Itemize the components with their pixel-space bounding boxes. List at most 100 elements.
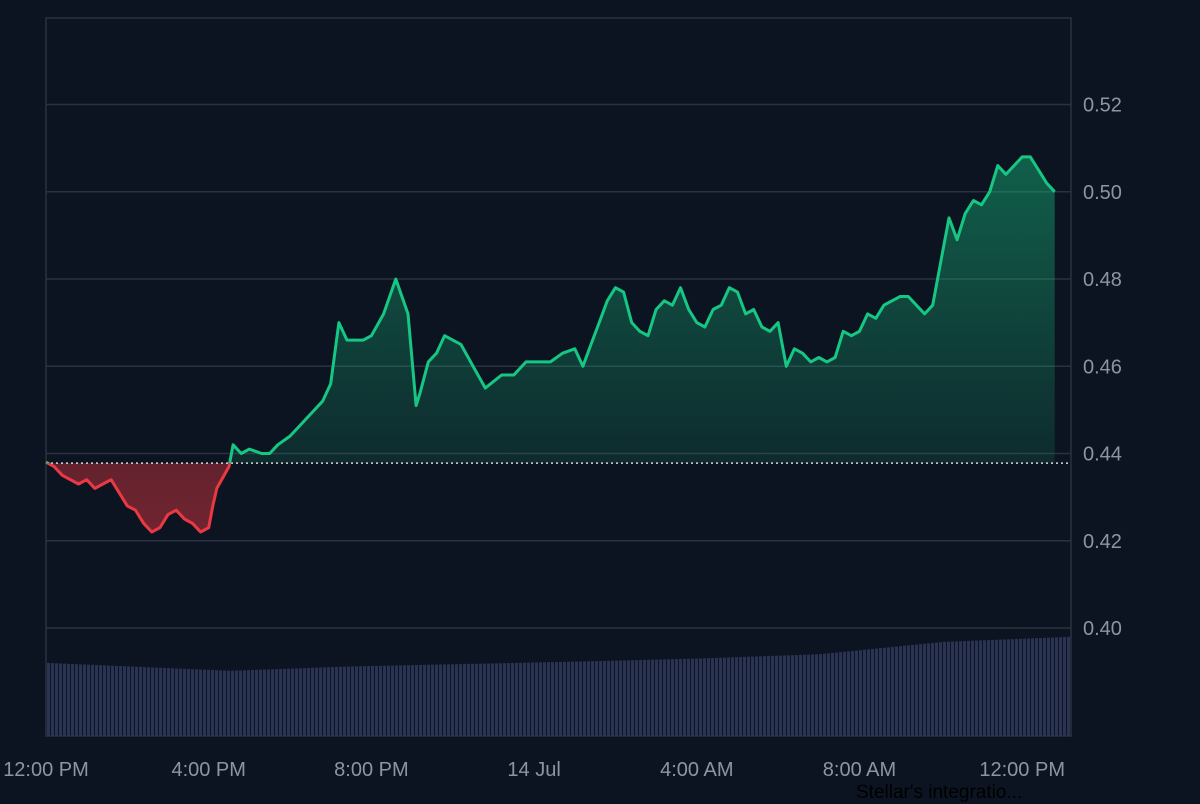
y-tick-label: 0.50 <box>1083 182 1122 204</box>
volume-bar <box>451 664 454 736</box>
volume-bar <box>1011 639 1014 736</box>
volume-bar <box>455 664 458 736</box>
volume-bar <box>927 643 930 736</box>
volume-bar <box>599 660 602 736</box>
volume-bar <box>647 659 650 736</box>
volume-bar <box>807 654 810 736</box>
volume-bar <box>667 659 670 736</box>
volume-bar <box>379 665 382 736</box>
volume-bar <box>819 654 822 736</box>
volume-bar <box>467 663 470 736</box>
volume-bar <box>255 669 258 736</box>
volume-bar <box>823 653 826 736</box>
volume-bar <box>891 646 894 736</box>
volume-bar <box>763 656 766 736</box>
volume-bar <box>375 665 378 736</box>
volume-bar <box>463 663 466 736</box>
volume-bar <box>747 656 750 736</box>
volume-bar <box>443 664 446 736</box>
volume-bar <box>1039 638 1042 736</box>
volume-bar <box>995 639 998 736</box>
volume-bar <box>79 664 82 736</box>
volume-bar <box>635 660 638 736</box>
volume-bar <box>787 655 790 736</box>
volume-bar <box>199 669 202 736</box>
volume-bar <box>1063 637 1066 736</box>
volume-bar <box>955 641 958 736</box>
volume-bar <box>675 659 678 736</box>
volume-bar <box>251 669 254 736</box>
volume-bar <box>627 660 630 736</box>
volume-bar <box>187 668 190 736</box>
volume-bar <box>207 669 210 736</box>
volume-bar <box>239 670 242 736</box>
volume-bar <box>843 651 846 736</box>
volume-bar <box>119 666 122 736</box>
volume-bar <box>59 663 62 736</box>
volume-bar <box>883 647 886 736</box>
volume-bar <box>615 660 618 736</box>
volume-bar <box>191 669 194 736</box>
volume-bar <box>1067 636 1070 736</box>
volume-bar <box>1031 638 1034 736</box>
volume-bar <box>859 650 862 736</box>
y-tick-label: 0.44 <box>1083 444 1122 466</box>
volume-bar <box>671 659 674 736</box>
volume-bar <box>563 661 566 736</box>
volume-bar <box>759 656 762 736</box>
volume-bar <box>423 664 426 736</box>
volume-bar <box>651 659 654 736</box>
volume-bar <box>607 660 610 736</box>
volume-bar <box>367 666 370 736</box>
volume-bar <box>703 658 706 736</box>
volume-bar <box>479 663 482 736</box>
volume-bar <box>391 665 394 736</box>
volume-bar <box>459 664 462 736</box>
volume-bar <box>135 666 138 736</box>
x-axis-labels: 12:00 PM 4:00 PM 8:00 PM 14 Jul 4:00 AM 8:00 … <box>3 759 1065 781</box>
volume-bar <box>263 669 266 736</box>
volume-bar <box>103 665 106 736</box>
volume-bar <box>227 670 230 736</box>
volume-bar <box>535 662 538 736</box>
y-tick-label: 0.48 <box>1083 269 1122 291</box>
volume-bar <box>835 652 838 736</box>
volume-bar <box>503 663 506 736</box>
volume-bar <box>831 652 834 736</box>
volume-bar <box>723 657 726 736</box>
price-line-down <box>45 463 232 534</box>
volume-bar <box>711 658 714 736</box>
volume-bar <box>275 669 278 736</box>
volume-bar <box>547 662 550 736</box>
volume-bar <box>839 652 842 736</box>
volume-bar <box>383 665 386 736</box>
volume-bar <box>1023 638 1026 736</box>
volume-bar <box>307 667 310 736</box>
volume-bar <box>303 668 306 736</box>
volume-bar <box>115 665 118 736</box>
volume-bar <box>699 658 702 736</box>
volume-bar <box>575 661 578 736</box>
volume-bar <box>235 670 238 736</box>
volume-bar <box>319 667 322 736</box>
volume-bar <box>399 665 402 736</box>
volume-bar <box>799 654 802 736</box>
volume-bar <box>267 669 270 736</box>
volume-bar <box>295 668 298 736</box>
volume-bar <box>611 660 614 736</box>
volume-bar <box>739 657 742 736</box>
volume-bar <box>215 670 218 736</box>
volume-bar <box>231 670 234 736</box>
volume-bar <box>363 666 366 736</box>
volume-bar <box>919 644 922 736</box>
volume-bar <box>695 658 698 736</box>
volume-bar <box>775 655 778 736</box>
volume-bar <box>99 665 102 736</box>
volume-bar <box>559 661 562 736</box>
volume-bar <box>963 641 966 736</box>
volume-bar <box>983 640 986 736</box>
x-tick-label: 8:00 PM <box>334 759 408 781</box>
volume-bar <box>487 663 490 736</box>
volume-bar <box>311 667 314 736</box>
volume-bar <box>979 640 982 736</box>
